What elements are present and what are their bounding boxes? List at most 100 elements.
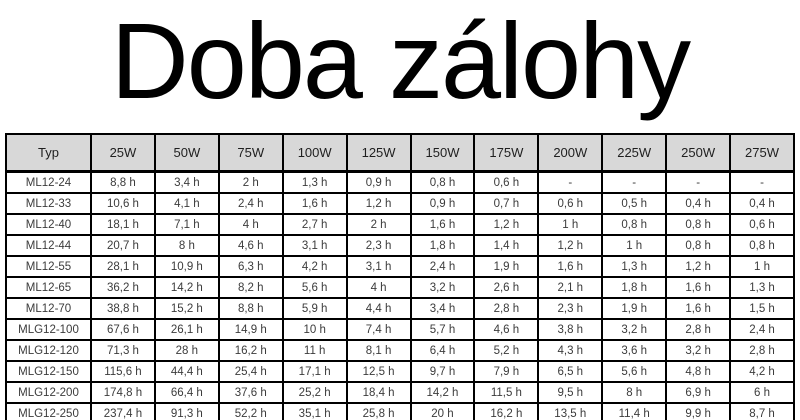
backup-time-table: Typ 25W 50W 75W 100W 125W 150W 175W 200W 225W 250W… [5,133,795,420]
backup-time-cell: 0,6 h [729,213,795,236]
backup-time-cell: 8,8 h [90,170,156,194]
backup-time-cell: 1,6 h [537,255,604,278]
backup-time-cell: 0,8 h [601,213,668,236]
backup-time-cell: 2,7 h [281,213,348,236]
backup-time-cell: 3,4 h [409,297,476,320]
backup-time-cell: 3,2 h [601,318,668,341]
backup-time-cell: - [537,170,604,194]
row-label-cell: ML12-44 [5,234,92,257]
backup-time-cell: 66,4 h [153,381,220,404]
backup-time-cell: 0,5 h [601,192,668,215]
backup-time-cell: 18,1 h [90,213,156,236]
backup-time-cell: 11,4 h [601,402,668,420]
backup-time-cell: 14,2 h [409,381,476,404]
table-row: MLG12-250 237,4 h 91,3 h 52,2 h 35,1 h 25,8 h… [5,402,795,420]
backup-time-cell: 1,4 h [473,234,540,257]
backup-time-cell: 5,9 h [281,297,348,320]
column-header-watt: 75W [217,133,284,173]
backup-time-cell: 2,3 h [537,297,604,320]
backup-time-cell: 1,6 h [665,276,732,299]
backup-time-cell: 6,9 h [665,381,732,404]
backup-time-cell: 1,3 h [281,170,348,194]
backup-time-cell: 1,3 h [601,255,668,278]
backup-time-cell: 4,2 h [729,360,795,383]
backup-time-cell: 2,3 h [345,234,412,257]
backup-time-cell: - [601,170,668,194]
backup-time-cell: 4,3 h [537,339,604,362]
backup-time-cell: 1,9 h [473,255,540,278]
backup-time-cell: 28,1 h [90,255,156,278]
backup-time-cell: - [665,170,732,194]
backup-time-cell: 4 h [217,213,284,236]
backup-time-cell: 5,6 h [281,276,348,299]
backup-time-cell: 28 h [153,339,220,362]
backup-time-cell: 3,1 h [281,234,348,257]
backup-time-cell: 5,6 h [601,360,668,383]
backup-time-cell: 7,4 h [345,318,412,341]
backup-time-cell: 38,8 h [90,297,156,320]
backup-time-cell: 1,2 h [345,192,412,215]
backup-time-cell: 16,2 h [217,339,284,362]
backup-time-cell: 52,2 h [217,402,284,420]
backup-time-cell: 1,6 h [409,213,476,236]
backup-time-cell: 10,6 h [90,192,156,215]
backup-time-cell: 1 h [537,213,604,236]
column-header-watt: 175W [473,133,540,173]
backup-time-cell: 25,2 h [281,381,348,404]
backup-time-cell: 2,1 h [537,276,604,299]
backup-time-cell: 1,2 h [537,234,604,257]
backup-time-cell: 1,9 h [601,297,668,320]
backup-time-cell: 8,8 h [217,297,284,320]
backup-time-cell: 1,2 h [473,213,540,236]
backup-time-cell: 3,2 h [665,339,732,362]
backup-time-cell: 91,3 h [153,402,220,420]
backup-time-cell: 2,4 h [409,255,476,278]
backup-time-cell: 2,8 h [729,339,795,362]
backup-time-cell: 0,6 h [473,170,540,194]
row-label-cell: MLG12-200 [5,381,92,404]
column-header-watt: 125W [345,133,412,173]
backup-time-cell: 2 h [217,170,284,194]
backup-time-cell: 115,6 h [90,360,156,383]
backup-time-cell: 6,3 h [217,255,284,278]
backup-time-cell: 10 h [281,318,348,341]
backup-time-cell: 3,2 h [409,276,476,299]
column-header-typ: Typ [5,133,92,173]
backup-time-cell: 1,6 h [281,192,348,215]
backup-time-cell: 174,8 h [90,381,156,404]
backup-time-cell: 15,2 h [153,297,220,320]
backup-time-cell: 4 h [345,276,412,299]
backup-time-cell: 7,9 h [473,360,540,383]
row-label-cell: ML12-65 [5,276,92,299]
backup-time-cell: 8 h [153,234,220,257]
backup-time-cell: 4,6 h [473,318,540,341]
backup-time-cell: 14,9 h [217,318,284,341]
backup-time-cell: 20 h [409,402,476,420]
table-row: MLG12-100 67,6 h 26,1 h 14,9 h 10 h 7,4 h 5,7 … [5,318,795,341]
backup-time-cell: 4,8 h [665,360,732,383]
column-header-watt: 25W [90,133,156,173]
column-header-watt: 225W [601,133,668,173]
header-row: Typ 25W 50W 75W 100W 125W 150W 175W 200W 225W 250W… [5,133,795,173]
backup-time-cell: 1 h [729,255,795,278]
backup-time-cell: 1 h [601,234,668,257]
table-header: Typ 25W 50W 75W 100W 125W 150W 175W 200W 225W 250W… [5,133,795,173]
backup-time-cell: 9,9 h [665,402,732,420]
backup-time-cell: 0,9 h [409,192,476,215]
backup-time-cell: 4,2 h [281,255,348,278]
backup-time-cell: 3,4 h [153,170,220,194]
backup-time-cell: 7,1 h [153,213,220,236]
backup-time-cell: 67,6 h [90,318,156,341]
backup-time-cell: 5,7 h [409,318,476,341]
backup-time-cell: 1,8 h [601,276,668,299]
row-label-cell: ML12-33 [5,192,92,215]
backup-time-cell: 8,2 h [217,276,284,299]
backup-time-cell: 1,5 h [729,297,795,320]
row-label-cell: MLG12-150 [5,360,92,383]
backup-time-cell: 8 h [601,381,668,404]
